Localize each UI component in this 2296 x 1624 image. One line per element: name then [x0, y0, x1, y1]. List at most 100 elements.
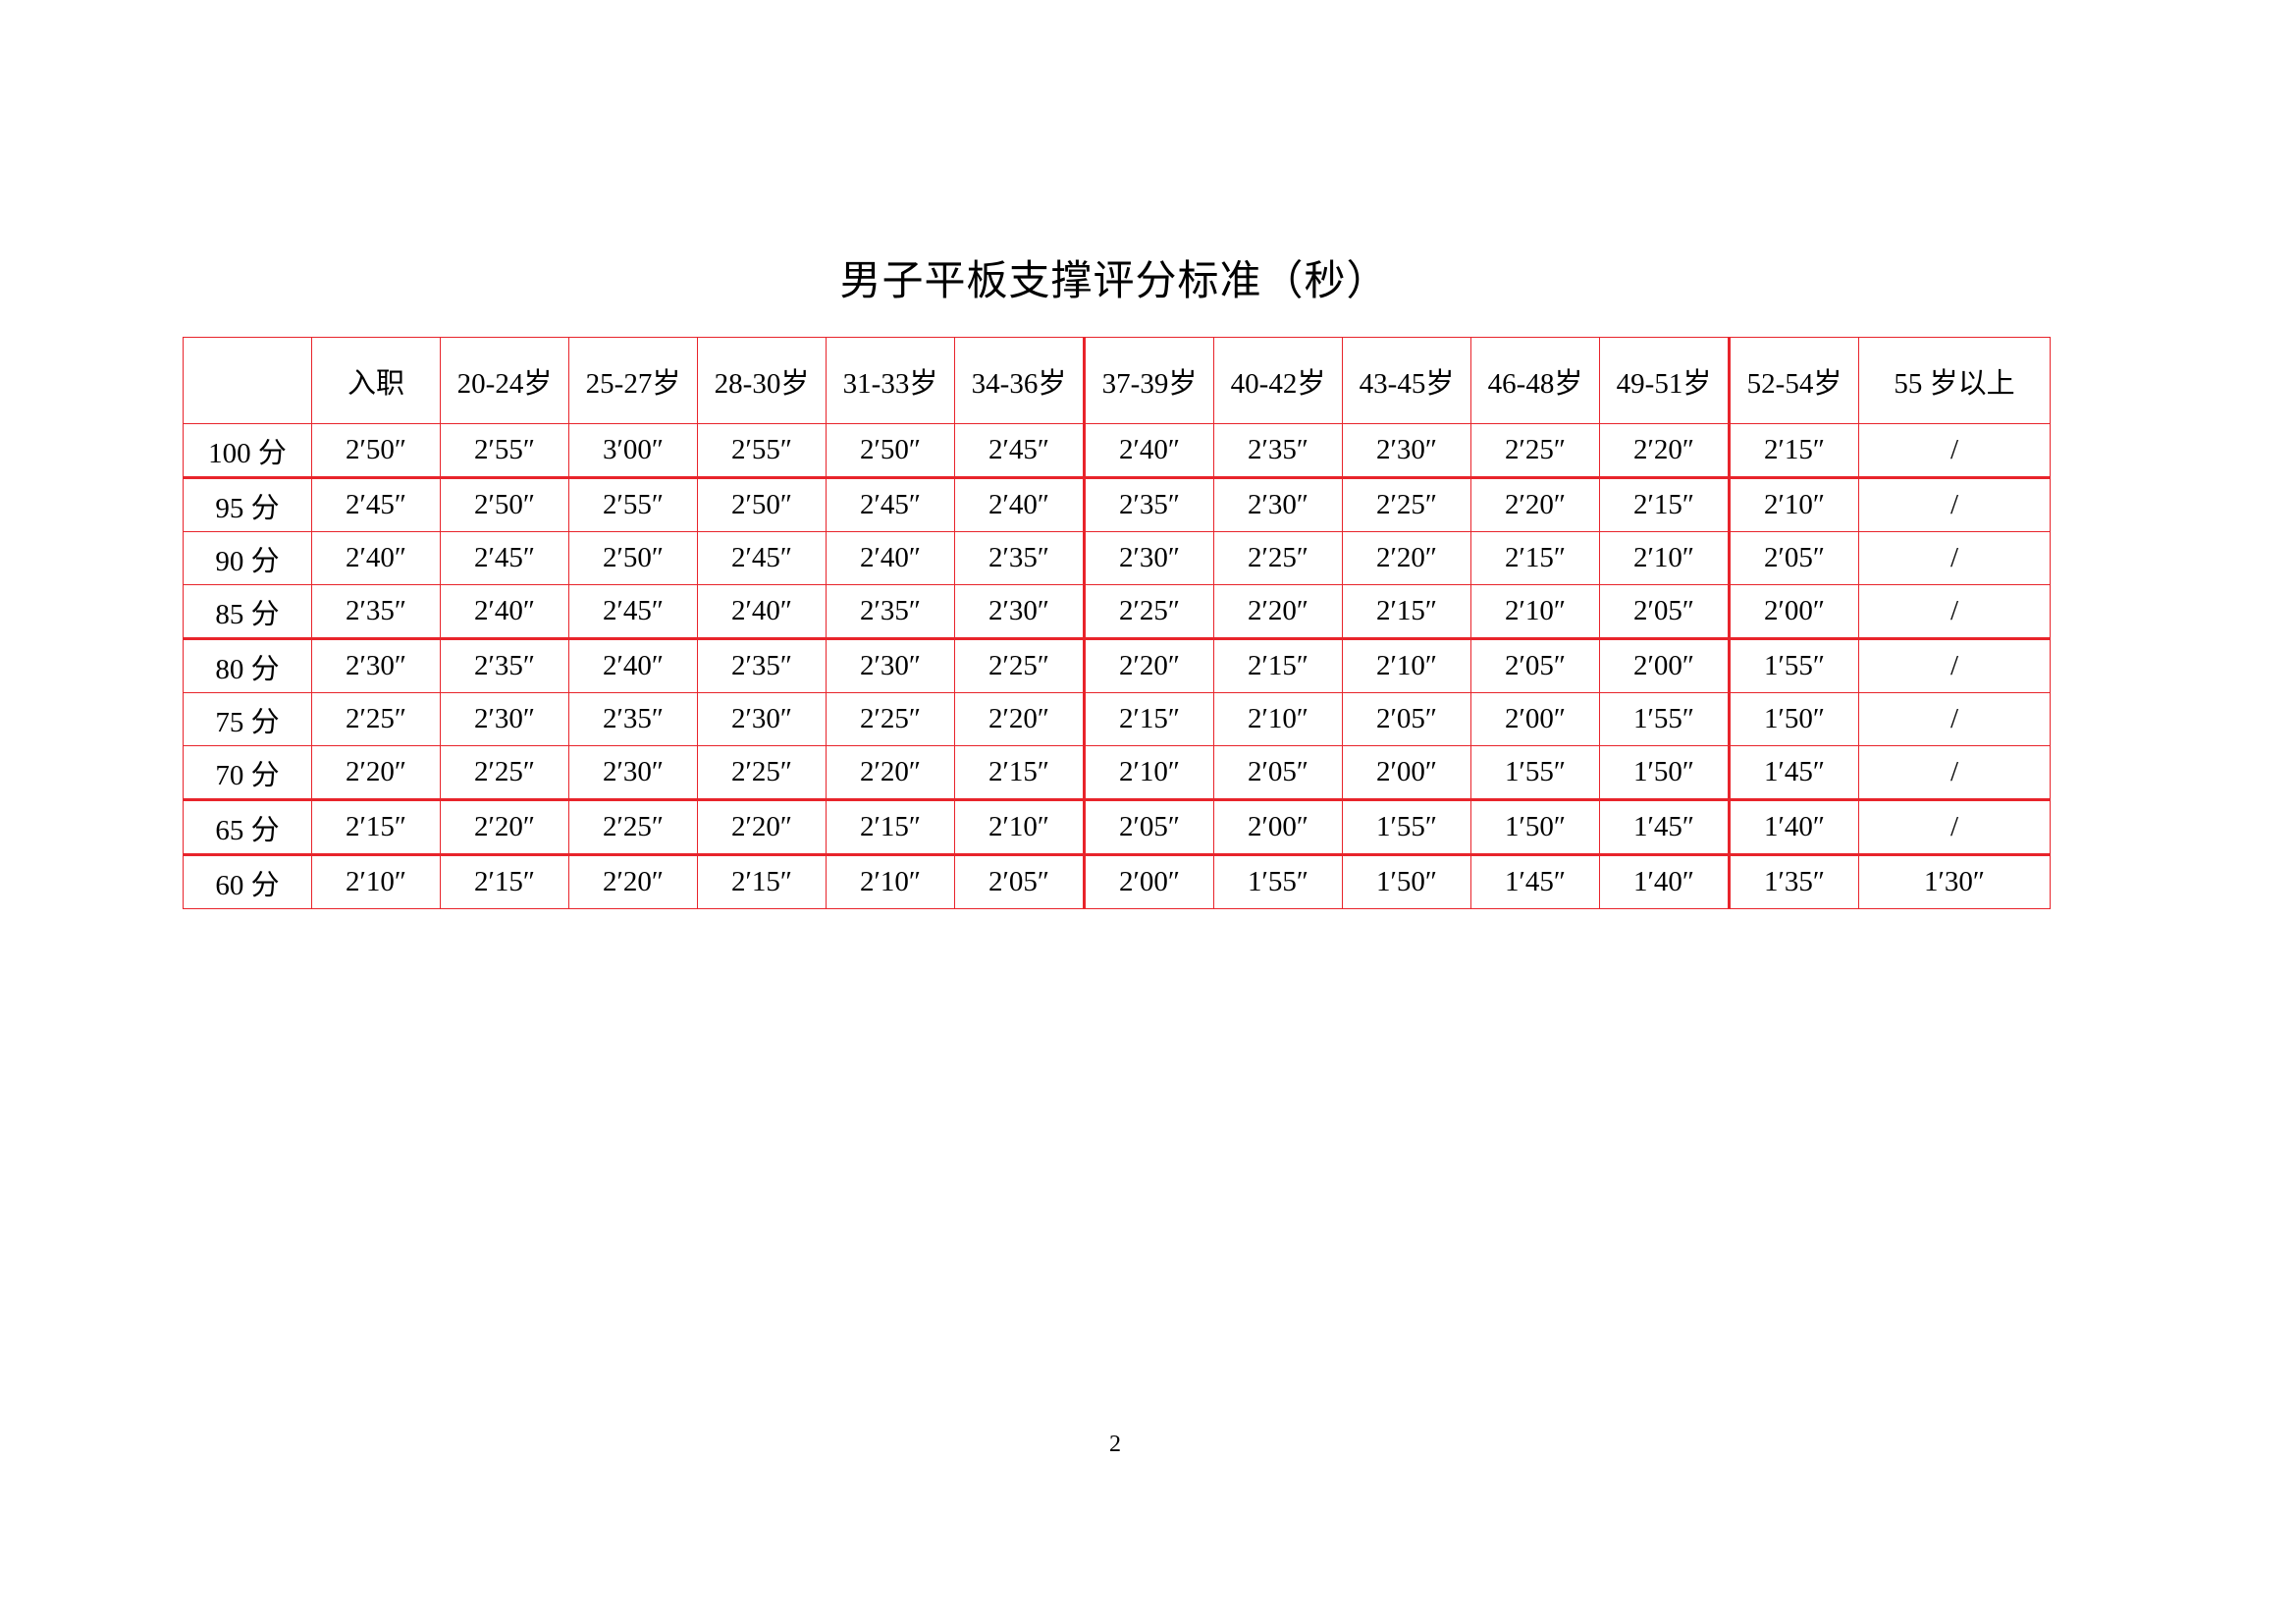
time-cell: 2′25″ [1213, 531, 1343, 585]
time-cell: 2′35″ [954, 531, 1086, 585]
time-cell: 1′55″ [1470, 745, 1600, 801]
time-cell: / [1858, 692, 2051, 746]
time-cell: 2′05″ [1084, 799, 1214, 856]
time-cell: 1′45″ [1729, 745, 1859, 801]
table-row: 80 分 2′30″ 2′35″ 2′40″ 2′35″ 2′30″ 2′25″ 2′20″ 2… [183, 638, 2051, 693]
time-cell: 2′15″ [954, 745, 1086, 801]
column-header: 25-27岁 [568, 337, 698, 424]
time-cell: 2′30″ [568, 745, 698, 801]
time-cell: / [1858, 638, 2051, 693]
time-cell: 2′10″ [1084, 745, 1214, 801]
table-row: 85 分 2′35″ 2′40″ 2′45″ 2′40″ 2′35″ 2′30″ 2′25″ 2… [183, 584, 2051, 640]
score-label: 60 分 [183, 854, 312, 909]
time-cell: 2′25″ [697, 745, 827, 801]
time-cell: 2′25″ [1084, 584, 1214, 640]
time-cell: / [1858, 799, 2051, 856]
time-cell: 2′20″ [1213, 584, 1343, 640]
time-cell: 1′40″ [1729, 799, 1859, 856]
time-cell: 2′10″ [1213, 692, 1343, 746]
column-header [183, 337, 312, 424]
time-cell: 2′05″ [1342, 692, 1471, 746]
table-row: 90 分 2′40″ 2′45″ 2′50″ 2′45″ 2′40″ 2′35″ 2′30″ 2… [183, 531, 2051, 585]
time-cell: 2′40″ [954, 477, 1086, 532]
time-cell: 2′30″ [697, 692, 827, 746]
column-header: 55 岁以上 [1858, 337, 2051, 424]
time-cell: 2′35″ [1084, 477, 1214, 532]
time-cell: 2′55″ [440, 423, 569, 479]
score-label: 95 分 [183, 477, 312, 532]
time-cell: 2′30″ [954, 584, 1086, 640]
header-row: 入职 20-24岁 25-27岁 28-30岁 31-33岁 34-36岁 37-39岁 40… [183, 337, 2051, 424]
time-cell: 2′15″ [440, 854, 569, 909]
time-cell: 2′30″ [440, 692, 569, 746]
time-cell: 1′55″ [1342, 799, 1471, 856]
time-cell: 2′50″ [311, 423, 441, 479]
time-cell: 2′10″ [1729, 477, 1859, 532]
time-cell: 2′00″ [1599, 638, 1731, 693]
time-cell: 2′20″ [1084, 638, 1214, 693]
time-cell: 2′10″ [1470, 584, 1600, 640]
time-cell: 2′20″ [1470, 477, 1600, 532]
time-cell: 2′45″ [954, 423, 1086, 479]
time-cell: 2′45″ [568, 584, 698, 640]
table-row: 100 分 2′50″ 2′55″ 3′00″ 2′55″ 2′50″ 2′45″ 2′40″… [183, 423, 2051, 479]
scoring-table: 入职 20-24岁 25-27岁 28-30岁 31-33岁 34-36岁 37-39岁 40… [183, 337, 2051, 909]
time-cell: 2′00″ [1470, 692, 1600, 746]
time-cell: 2′50″ [440, 477, 569, 532]
time-cell: 2′15″ [1213, 638, 1343, 693]
time-cell: 2′30″ [826, 638, 955, 693]
page-number: 2 [1109, 1432, 1121, 1457]
column-header: 20-24岁 [440, 337, 569, 424]
time-cell: 2′50″ [697, 477, 827, 532]
time-cell: 2′05″ [1599, 584, 1731, 640]
time-cell: 2′05″ [954, 854, 1086, 909]
time-cell: 2′50″ [826, 423, 955, 479]
time-cell: 2′15″ [311, 799, 441, 856]
time-cell: 2′40″ [568, 638, 698, 693]
time-cell: / [1858, 531, 2051, 585]
time-cell: 2′10″ [311, 854, 441, 909]
time-cell: 2′35″ [697, 638, 827, 693]
time-cell: 2′00″ [1213, 799, 1343, 856]
time-cell: 2′25″ [568, 799, 698, 856]
time-cell: 2′40″ [311, 531, 441, 585]
column-header: 49-51岁 [1599, 337, 1731, 424]
time-cell: 2′20″ [440, 799, 569, 856]
score-label: 90 分 [183, 531, 312, 585]
score-label: 65 分 [183, 799, 312, 856]
time-cell: 2′20″ [826, 745, 955, 801]
time-cell: 2′10″ [954, 799, 1086, 856]
time-cell: 2′25″ [440, 745, 569, 801]
time-cell: 2′30″ [1342, 423, 1471, 479]
score-label: 80 分 [183, 638, 312, 693]
table-row: 60 分 2′10″ 2′15″ 2′20″ 2′15″ 2′10″ 2′05″ 2′00″ 1… [183, 854, 2051, 909]
time-cell: 2′05″ [1213, 745, 1343, 801]
time-cell: 2′40″ [1084, 423, 1214, 479]
time-cell: 2′00″ [1342, 745, 1471, 801]
time-cell: 2′45″ [440, 531, 569, 585]
time-cell: 2′15″ [1599, 477, 1731, 532]
time-cell: 2′15″ [826, 799, 955, 856]
time-cell: 2′30″ [1213, 477, 1343, 532]
time-cell: 2′15″ [697, 854, 827, 909]
time-cell: / [1858, 745, 2051, 801]
time-cell: 2′00″ [1729, 584, 1859, 640]
time-cell: 1′30″ [1858, 854, 2051, 909]
score-label: 85 分 [183, 584, 312, 640]
time-cell: 2′10″ [826, 854, 955, 909]
time-cell: 1′55″ [1599, 692, 1731, 746]
time-cell: 2′45″ [311, 477, 441, 532]
column-header: 28-30岁 [697, 337, 827, 424]
time-cell: / [1858, 423, 2051, 479]
time-cell: / [1858, 584, 2051, 640]
time-cell: 1′55″ [1213, 854, 1343, 909]
page-title: 男子平板支撑评分标准（秒） [839, 259, 1389, 304]
time-cell: 2′35″ [440, 638, 569, 693]
time-cell: 1′40″ [1599, 854, 1731, 909]
time-cell: 2′45″ [826, 477, 955, 532]
time-cell: 1′50″ [1342, 854, 1471, 909]
time-cell: 2′50″ [568, 531, 698, 585]
time-cell: 2′30″ [311, 638, 441, 693]
time-cell: 2′15″ [1470, 531, 1600, 585]
column-header: 40-42岁 [1213, 337, 1343, 424]
